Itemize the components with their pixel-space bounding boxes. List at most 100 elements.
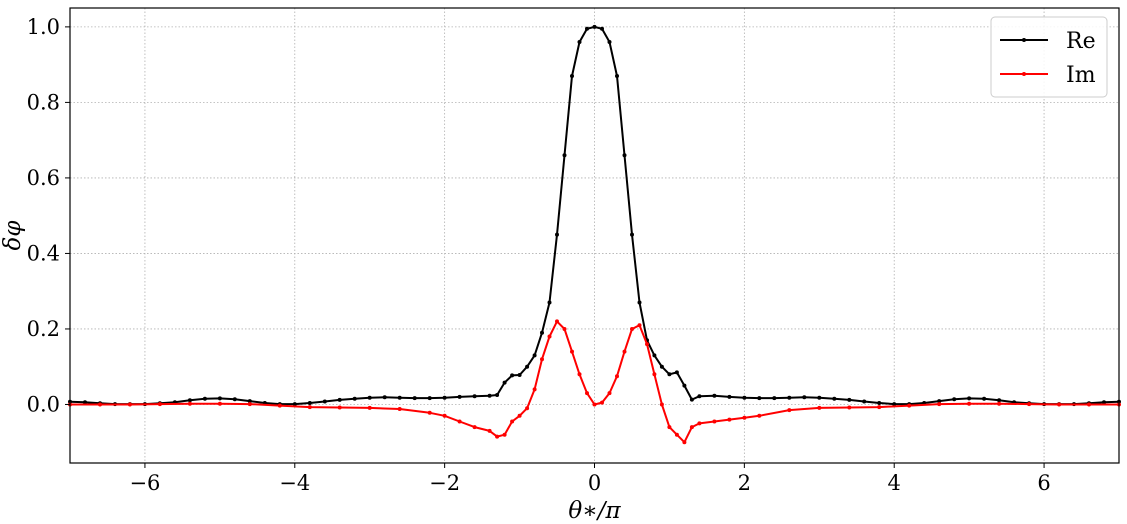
data-point-re — [877, 401, 882, 405]
data-point-im — [615, 374, 619, 379]
data-point-re — [937, 399, 942, 404]
data-point-im — [817, 405, 822, 410]
data-point-im — [247, 402, 252, 407]
data-point-im — [577, 372, 582, 377]
data-point-im — [217, 401, 222, 406]
x-tick-label: 4 — [888, 471, 901, 495]
data-point-im — [682, 440, 687, 445]
data-point-re — [502, 380, 507, 385]
data-point-re — [457, 394, 462, 399]
data-point-re — [802, 395, 807, 400]
data-point-im — [457, 419, 462, 424]
data-point-re — [337, 397, 342, 402]
data-point-im — [547, 334, 552, 339]
data-point-im — [937, 402, 942, 407]
data-point-im — [997, 401, 1002, 406]
data-point-im — [1087, 402, 1091, 407]
data-point-re — [397, 395, 402, 400]
data-point-im — [847, 405, 852, 410]
data-point-re — [757, 396, 762, 401]
x-axis-label: θ∗/π — [568, 498, 621, 524]
data-point-re — [540, 330, 544, 335]
data-point-im — [510, 419, 515, 424]
data-point-im — [674, 432, 679, 437]
legend-marker-re — [1022, 38, 1026, 42]
data-point-re — [247, 399, 252, 404]
x-tick-label: −4 — [279, 471, 310, 495]
data-point-im — [337, 405, 342, 410]
data-point-re — [322, 399, 327, 404]
data-point-re — [772, 396, 777, 401]
data-point-re — [847, 397, 852, 402]
data-point-im — [570, 349, 574, 354]
data-point-re — [832, 396, 837, 401]
data-point-im — [592, 402, 597, 407]
data-point-re — [292, 402, 297, 407]
data-point-re — [637, 300, 642, 305]
data-point-re — [652, 353, 657, 358]
data-point-im — [622, 349, 627, 354]
x-tick-label: 6 — [1037, 471, 1050, 495]
data-point-im — [187, 401, 192, 406]
data-point-im — [787, 408, 792, 413]
data-point-im — [127, 402, 132, 407]
y-tick-label: 0.2 — [27, 317, 60, 341]
data-point-re — [622, 153, 627, 158]
legend-box — [990, 16, 1108, 98]
data-point-re — [570, 74, 574, 78]
data-point-im — [607, 391, 612, 396]
x-tick-label: 2 — [738, 471, 751, 495]
series-line-im — [70, 320, 1119, 444]
legend: Re Im — [990, 16, 1108, 98]
data-point-im — [1027, 402, 1032, 407]
data-point-re — [982, 396, 987, 401]
data-point-im — [630, 327, 634, 331]
data-point-re — [742, 395, 747, 400]
data-point-im — [397, 407, 402, 411]
data-point-re — [697, 394, 702, 399]
data-point-re — [967, 396, 972, 401]
data-point-im — [967, 401, 972, 406]
data-point-im — [600, 400, 604, 405]
data-point-re — [352, 396, 357, 401]
data-point-im — [555, 319, 559, 324]
data-point-im — [495, 434, 500, 439]
data-point-re — [600, 26, 604, 31]
data-point-re — [562, 153, 567, 158]
data-point-re — [952, 397, 957, 402]
data-point-re — [217, 396, 222, 401]
grid-lines — [70, 8, 1119, 463]
data-point-im — [562, 327, 567, 331]
series-layer — [68, 24, 1121, 445]
data-point-im — [472, 425, 477, 430]
data-point-re — [682, 383, 687, 388]
data-point-im — [540, 357, 544, 362]
data-point-im — [877, 405, 882, 410]
data-point-re — [577, 40, 582, 44]
data-point-re — [727, 394, 732, 399]
data-point-re — [712, 393, 717, 398]
data-point-re — [307, 401, 312, 405]
data-point-re — [667, 372, 672, 377]
data-point-re — [472, 394, 477, 399]
data-point-re — [187, 398, 192, 403]
data-point-im — [307, 405, 312, 410]
data-point-im — [98, 402, 102, 407]
data-point-re — [892, 402, 897, 407]
data-point-re — [787, 395, 792, 400]
data-point-re — [382, 395, 387, 400]
data-point-re — [817, 395, 822, 400]
data-point-re — [659, 364, 664, 369]
data-point-re — [615, 74, 619, 78]
data-point-re — [202, 396, 207, 401]
data-point-re — [689, 397, 694, 402]
x-tick-label: −2 — [429, 471, 460, 495]
data-point-re — [585, 26, 589, 31]
x-tick-label: −6 — [129, 471, 160, 495]
data-point-re — [495, 393, 500, 397]
data-point-re — [83, 400, 87, 405]
data-point-im — [757, 413, 762, 418]
data-point-re — [547, 300, 552, 305]
data-point-im — [442, 413, 447, 418]
data-point-re — [232, 397, 237, 402]
